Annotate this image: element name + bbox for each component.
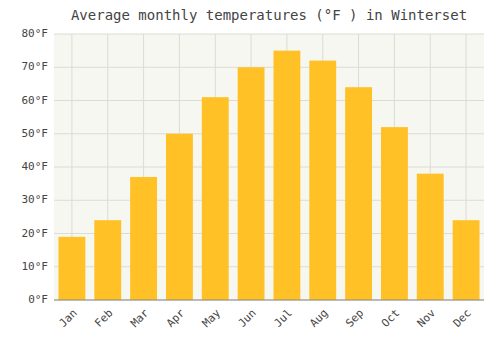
bar <box>58 237 85 300</box>
x-tick-label: Jul <box>271 307 294 330</box>
y-grid-line <box>54 100 484 101</box>
chart-svg: 0°F 10°F 20°F 30°F 40°F 50°F 60°F 70°F 80°F Jan Fe… <box>0 0 500 350</box>
bar <box>94 220 121 300</box>
bar <box>417 174 444 300</box>
y-tick-label: 10°F <box>22 260 49 273</box>
plot-area <box>54 34 484 300</box>
x-tick-label: Aug <box>307 307 330 330</box>
y-tick-label: 70°F <box>22 60 49 73</box>
x-axis-line <box>54 300 484 301</box>
x-tick-label: Apr <box>164 306 188 330</box>
bar <box>273 51 300 300</box>
y-tick-label: 40°F <box>22 160 49 173</box>
x-tick-label: Feb <box>92 307 115 330</box>
grid <box>54 34 484 300</box>
bar <box>202 97 229 300</box>
y-grid-line <box>54 67 484 68</box>
x-tick-label: Dec <box>451 307 474 330</box>
y-tick-label: 20°F <box>22 227 49 240</box>
chart-container: 0°F 10°F 20°F 30°F 40°F 50°F 60°F 70°F 80°F Jan Fe… <box>0 0 500 350</box>
bar <box>381 127 408 300</box>
y-tick-label: 0°F <box>28 293 48 306</box>
bars <box>58 51 479 300</box>
y-grid-line <box>54 34 484 35</box>
y-tick-label: 60°F <box>22 94 49 107</box>
y-grid-line <box>54 133 484 134</box>
y-grid-line <box>54 300 484 301</box>
bar <box>309 61 336 300</box>
bar <box>238 67 265 300</box>
x-tick-label: Oct <box>379 307 402 330</box>
y-tick-label: 80°F <box>22 27 49 40</box>
bar <box>345 87 372 300</box>
y-tick-label: 50°F <box>22 127 49 140</box>
x-axis: Jan Feb Mar Apr May Jun Jul Aug Sep Oct Nov Dec <box>56 306 473 330</box>
x-tick-label: Jun <box>236 307 259 330</box>
bar <box>130 177 157 300</box>
y-grid-line <box>54 167 484 168</box>
x-tick-label: Sep <box>343 307 366 330</box>
x-tick-label: May <box>200 306 224 330</box>
bar <box>453 220 480 300</box>
chart-title: Average monthly temperatures (°F ) in Wi… <box>71 7 467 23</box>
y-axis: 0°F 10°F 20°F 30°F 40°F 50°F 60°F 70°F 80°F <box>22 27 49 306</box>
y-tick-label: 30°F <box>22 193 49 206</box>
bar <box>166 134 193 300</box>
x-tick-label: Mar <box>128 306 152 330</box>
x-tick-label: Nov <box>415 306 439 330</box>
x-tick-label: Jan <box>56 307 79 330</box>
